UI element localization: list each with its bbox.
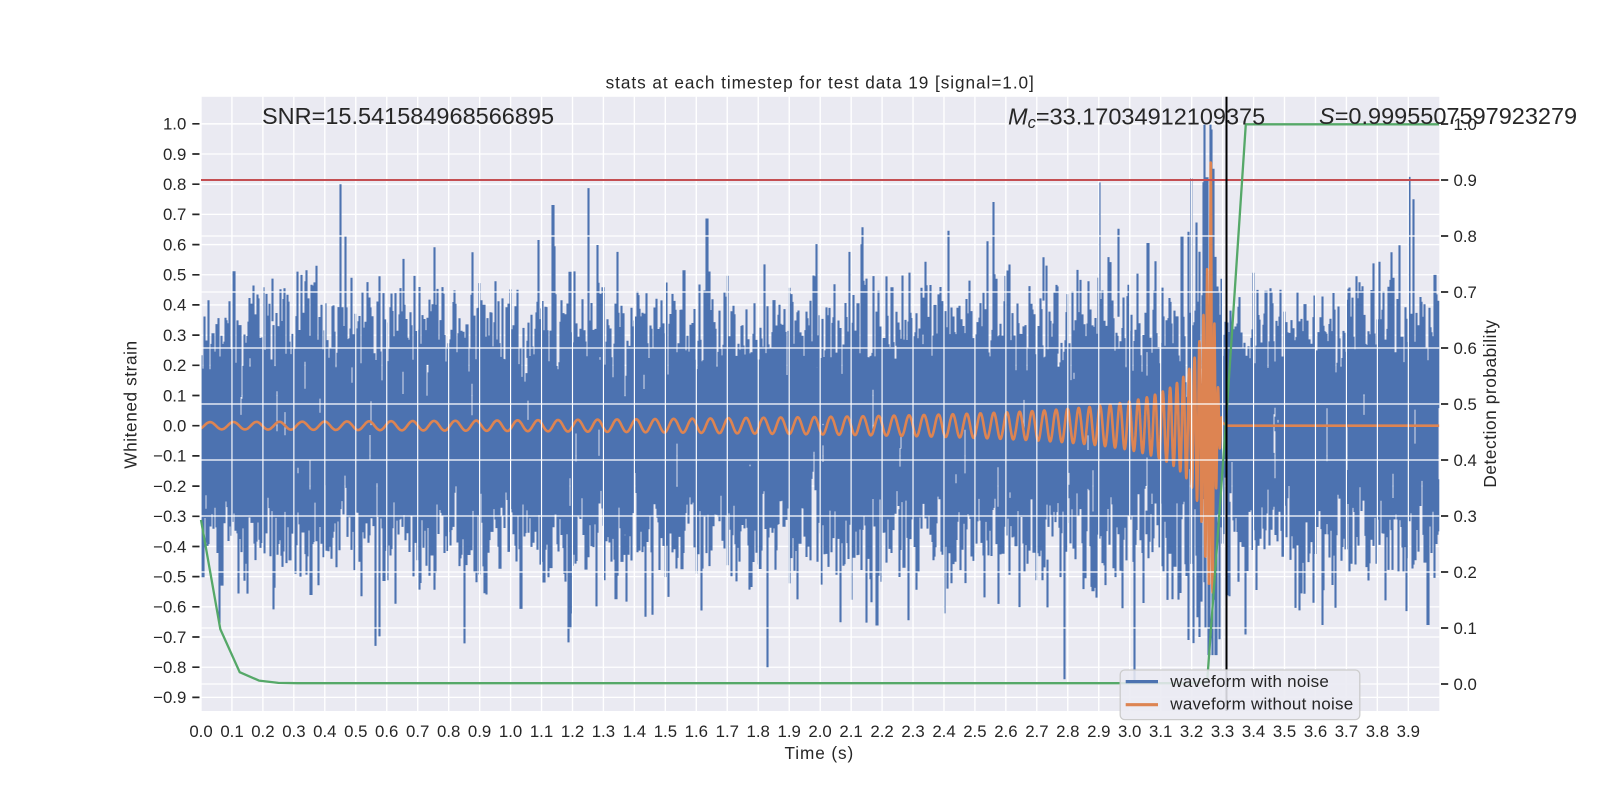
svg-text:3.5: 3.5 bbox=[1273, 722, 1296, 741]
svg-text:0.2: 0.2 bbox=[251, 722, 274, 741]
svg-text:stats at each timestep for tes: stats at each timestep for test data 19 … bbox=[606, 73, 1035, 93]
svg-text:3.6: 3.6 bbox=[1304, 722, 1327, 741]
svg-text:0.5: 0.5 bbox=[1454, 395, 1477, 414]
svg-text:3.7: 3.7 bbox=[1335, 722, 1358, 741]
svg-text:0.6: 0.6 bbox=[1454, 339, 1477, 358]
svg-text:0.8: 0.8 bbox=[163, 175, 186, 194]
svg-text:1.4: 1.4 bbox=[623, 722, 646, 741]
svg-text:1.6: 1.6 bbox=[685, 722, 708, 741]
svg-text:2.7: 2.7 bbox=[1025, 722, 1048, 741]
svg-text:0.6: 0.6 bbox=[163, 235, 186, 254]
svg-text:0.5: 0.5 bbox=[344, 722, 367, 741]
svg-text:2.1: 2.1 bbox=[839, 722, 862, 741]
svg-text:0.8: 0.8 bbox=[437, 722, 460, 741]
svg-text:0.2: 0.2 bbox=[163, 356, 186, 375]
svg-text:2.0: 2.0 bbox=[808, 722, 831, 741]
svg-text:2.5: 2.5 bbox=[963, 722, 986, 741]
svg-text:0.3: 0.3 bbox=[282, 722, 305, 741]
svg-text:−0.2: −0.2 bbox=[153, 477, 186, 496]
svg-text:SNR=15.541584968566895: SNR=15.541584968566895 bbox=[262, 103, 554, 129]
svg-text:0.2: 0.2 bbox=[1454, 563, 1477, 582]
svg-text:0.7: 0.7 bbox=[1454, 283, 1477, 302]
svg-text:0.3: 0.3 bbox=[163, 326, 186, 345]
svg-text:1.0: 1.0 bbox=[1454, 115, 1477, 134]
svg-text:2.4: 2.4 bbox=[932, 722, 955, 741]
svg-text:3.0: 3.0 bbox=[1118, 722, 1141, 741]
svg-text:−0.6: −0.6 bbox=[153, 598, 186, 617]
svg-text:1.0: 1.0 bbox=[499, 722, 522, 741]
svg-text:0.5: 0.5 bbox=[163, 266, 186, 285]
svg-text:1.8: 1.8 bbox=[747, 722, 770, 741]
svg-text:0.7: 0.7 bbox=[163, 205, 186, 224]
svg-text:1.7: 1.7 bbox=[716, 722, 739, 741]
svg-text:−0.8: −0.8 bbox=[153, 658, 186, 677]
svg-text:3.9: 3.9 bbox=[1397, 722, 1420, 741]
svg-text:0.4: 0.4 bbox=[1454, 451, 1477, 470]
svg-text:2.2: 2.2 bbox=[870, 722, 893, 741]
svg-text:0.9: 0.9 bbox=[468, 722, 491, 741]
svg-text:1.0: 1.0 bbox=[163, 115, 186, 134]
svg-text:waveform with noise: waveform with noise bbox=[1169, 672, 1329, 691]
svg-text:1.3: 1.3 bbox=[592, 722, 615, 741]
svg-text:S=0.9995507597923279: S=0.9995507597923279 bbox=[1319, 103, 1577, 129]
svg-text:3.1: 3.1 bbox=[1149, 722, 1172, 741]
svg-text:0.0: 0.0 bbox=[163, 417, 186, 436]
svg-text:Time (s): Time (s) bbox=[785, 743, 855, 763]
svg-text:3.3: 3.3 bbox=[1211, 722, 1234, 741]
svg-text:1.5: 1.5 bbox=[654, 722, 677, 741]
svg-text:0.1: 0.1 bbox=[1454, 619, 1477, 638]
svg-text:2.3: 2.3 bbox=[901, 722, 924, 741]
svg-text:0.1: 0.1 bbox=[163, 386, 186, 405]
svg-text:Mc=33.17034912109375: Mc=33.17034912109375 bbox=[1008, 103, 1265, 132]
svg-text:2.8: 2.8 bbox=[1056, 722, 1079, 741]
svg-text:0.0: 0.0 bbox=[189, 722, 212, 741]
svg-text:−0.9: −0.9 bbox=[153, 688, 186, 707]
svg-text:0.9: 0.9 bbox=[163, 145, 186, 164]
svg-text:0.9: 0.9 bbox=[1454, 171, 1477, 190]
svg-text:1.2: 1.2 bbox=[561, 722, 584, 741]
svg-text:0.7: 0.7 bbox=[406, 722, 429, 741]
svg-text:1.1: 1.1 bbox=[530, 722, 553, 741]
svg-text:2.9: 2.9 bbox=[1087, 722, 1110, 741]
svg-text:−0.4: −0.4 bbox=[153, 537, 186, 556]
svg-text:0.4: 0.4 bbox=[313, 722, 336, 741]
svg-text:−0.1: −0.1 bbox=[153, 447, 186, 466]
svg-text:0.8: 0.8 bbox=[1454, 227, 1477, 246]
svg-text:0.0: 0.0 bbox=[1454, 675, 1477, 694]
svg-text:3.4: 3.4 bbox=[1242, 722, 1265, 741]
svg-text:−0.7: −0.7 bbox=[153, 628, 186, 647]
svg-text:1.9: 1.9 bbox=[778, 722, 801, 741]
svg-text:0.4: 0.4 bbox=[163, 296, 186, 315]
svg-text:waveform without noise: waveform without noise bbox=[1169, 694, 1353, 713]
svg-text:Whitened strain: Whitened strain bbox=[121, 340, 141, 468]
svg-text:Detection probability: Detection probability bbox=[1480, 319, 1500, 487]
svg-text:2.6: 2.6 bbox=[994, 722, 1017, 741]
svg-text:0.6: 0.6 bbox=[375, 722, 398, 741]
svg-text:0.3: 0.3 bbox=[1454, 507, 1477, 526]
svg-text:3.8: 3.8 bbox=[1366, 722, 1389, 741]
svg-text:0.1: 0.1 bbox=[220, 722, 243, 741]
svg-text:−0.5: −0.5 bbox=[153, 567, 186, 586]
svg-text:−0.3: −0.3 bbox=[153, 507, 186, 526]
svg-text:3.2: 3.2 bbox=[1180, 722, 1203, 741]
